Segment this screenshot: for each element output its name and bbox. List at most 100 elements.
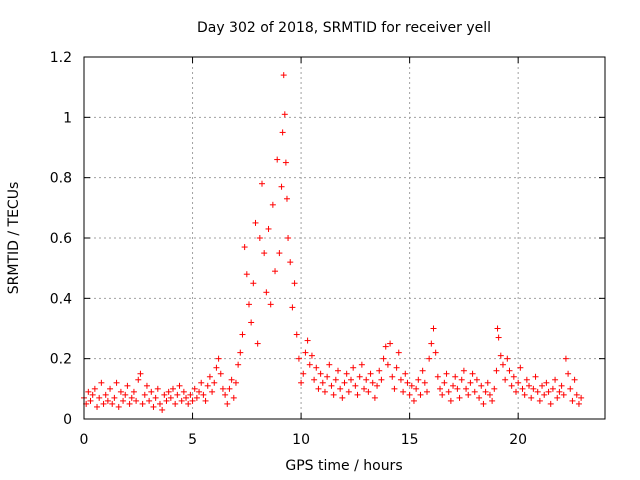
grid-lines bbox=[84, 57, 605, 419]
data-point bbox=[532, 373, 539, 380]
data-point bbox=[161, 391, 168, 398]
data-point bbox=[128, 394, 135, 401]
data-point bbox=[517, 364, 524, 371]
data-point bbox=[189, 397, 196, 404]
data-point bbox=[549, 385, 556, 392]
data-point bbox=[430, 325, 437, 332]
data-point bbox=[137, 370, 144, 377]
data-point bbox=[311, 376, 318, 383]
data-point bbox=[170, 385, 177, 392]
data-point bbox=[393, 364, 400, 371]
data-point bbox=[159, 406, 166, 413]
data-point bbox=[319, 379, 326, 386]
data-point bbox=[295, 355, 302, 362]
data-point bbox=[293, 331, 300, 338]
x-axis-label: GPS time / hours bbox=[285, 458, 402, 474]
data-point bbox=[343, 370, 350, 377]
data-point bbox=[530, 385, 537, 392]
data-point bbox=[259, 180, 266, 187]
data-point bbox=[276, 250, 283, 257]
y-tick-label: 0 bbox=[63, 412, 72, 428]
data-point bbox=[506, 367, 513, 374]
data-point bbox=[569, 397, 576, 404]
data-point bbox=[350, 364, 357, 371]
data-point bbox=[283, 195, 290, 202]
data-point bbox=[154, 385, 161, 392]
data-point bbox=[406, 391, 413, 398]
data-point bbox=[279, 129, 286, 136]
data-point bbox=[458, 376, 465, 383]
chart-title: Day 302 of 2018, SRMTID for receiver yel… bbox=[197, 20, 491, 36]
data-point bbox=[146, 397, 153, 404]
y-axis-ticks: 0 0.2 0.4 0.6 0.8 1 1.2 bbox=[50, 50, 605, 428]
data-point bbox=[473, 376, 480, 383]
data-point bbox=[471, 388, 478, 395]
data-point bbox=[499, 361, 506, 368]
data-point bbox=[450, 382, 457, 389]
data-point bbox=[541, 391, 548, 398]
y-tick-label: 0.2 bbox=[50, 352, 72, 368]
data-point bbox=[150, 403, 157, 410]
x-tick-label: 20 bbox=[509, 432, 527, 448]
data-point bbox=[571, 376, 578, 383]
data-point bbox=[261, 250, 268, 257]
data-point bbox=[315, 385, 322, 392]
data-point bbox=[578, 394, 585, 401]
data-point bbox=[302, 349, 309, 356]
data-point bbox=[539, 382, 546, 389]
data-point bbox=[100, 400, 107, 407]
data-point bbox=[281, 111, 288, 118]
data-point bbox=[330, 391, 337, 398]
y-tick-label: 0.6 bbox=[50, 231, 72, 247]
y-tick-label: 1 bbox=[63, 110, 72, 126]
data-point bbox=[348, 376, 355, 383]
data-point bbox=[243, 271, 250, 278]
data-point bbox=[117, 388, 124, 395]
data-point bbox=[126, 400, 133, 407]
data-point bbox=[356, 373, 363, 380]
data-point bbox=[445, 388, 452, 395]
data-point bbox=[109, 400, 116, 407]
data-point bbox=[519, 385, 526, 392]
data-point bbox=[245, 301, 252, 308]
data-point bbox=[230, 394, 237, 401]
data-point bbox=[265, 225, 272, 232]
data-point bbox=[285, 235, 292, 241]
data-point bbox=[467, 379, 474, 386]
data-point bbox=[469, 370, 476, 377]
data-point bbox=[217, 370, 224, 377]
data-point bbox=[562, 355, 569, 362]
data-point bbox=[534, 388, 541, 395]
data-point bbox=[376, 367, 383, 374]
data-point bbox=[463, 385, 470, 392]
data-point bbox=[152, 394, 159, 401]
y-tick-label: 1.2 bbox=[50, 50, 72, 66]
data-point bbox=[94, 403, 101, 410]
data-point bbox=[165, 388, 172, 395]
data-point bbox=[228, 376, 235, 383]
data-point bbox=[560, 391, 567, 398]
data-point bbox=[512, 388, 519, 395]
data-point bbox=[206, 373, 213, 380]
data-point bbox=[428, 340, 435, 347]
data-point bbox=[497, 352, 504, 359]
data-point bbox=[447, 397, 454, 404]
data-point bbox=[443, 370, 450, 377]
data-point bbox=[495, 334, 502, 341]
data-point bbox=[504, 355, 511, 362]
data-point bbox=[352, 382, 359, 389]
data-point bbox=[543, 379, 550, 386]
data-point bbox=[321, 388, 328, 395]
data-point bbox=[397, 376, 404, 383]
data-point bbox=[250, 280, 257, 287]
data-point bbox=[120, 397, 127, 404]
data-point bbox=[235, 361, 242, 368]
data-point bbox=[547, 400, 554, 407]
data-point bbox=[178, 397, 185, 404]
data-point bbox=[515, 379, 522, 386]
data-point bbox=[400, 388, 407, 395]
x-tick-label: 0 bbox=[80, 432, 89, 448]
data-point bbox=[98, 379, 105, 386]
data-point bbox=[523, 376, 530, 383]
data-point bbox=[115, 403, 122, 410]
